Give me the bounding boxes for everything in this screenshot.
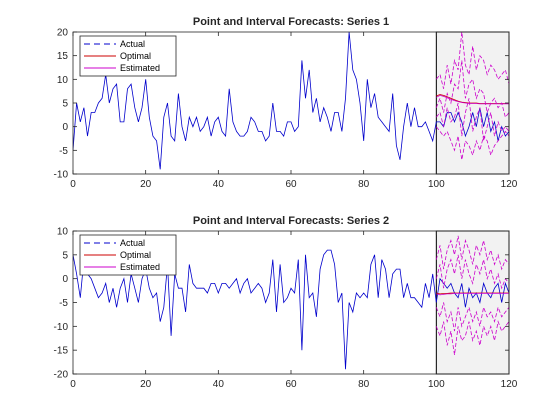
- x-tick-label: 60: [285, 179, 297, 190]
- y-tick-label: -10: [54, 170, 69, 181]
- x-tick-label: 20: [140, 379, 152, 390]
- y-tick-label: 10: [57, 227, 69, 238]
- y-tick-label: -5: [59, 298, 68, 309]
- series-line-interval-6: [435, 320, 509, 355]
- y-tick-label: 10: [57, 75, 69, 86]
- y-tick-label: 5: [62, 250, 68, 261]
- y-tick-label: 15: [57, 51, 69, 62]
- x-tick-label: 0: [70, 379, 76, 390]
- subplot-1: 0 20 40 60 80 100 120 -10 -5 0 5 10 15 20 Point and In…: [54, 16, 518, 190]
- series-group: [73, 32, 509, 170]
- legend: Actual Optimal Estimated: [79, 234, 177, 276]
- y-tick-label: -10: [54, 322, 69, 333]
- legend: Actual Optimal Estimated: [79, 35, 177, 77]
- series-line-interval-5: [435, 302, 509, 332]
- y-tick-label: -15: [54, 346, 69, 357]
- forecast-region: [435, 230, 510, 375]
- x-tick-label: 20: [140, 179, 152, 190]
- y-tick-label: 5: [62, 99, 68, 110]
- y-tick-label: -5: [59, 146, 68, 157]
- legend-label-estimated: Estimated: [120, 63, 160, 73]
- x-tick-label: 80: [358, 179, 370, 190]
- x-tick-label: 40: [213, 379, 225, 390]
- x-tick-label: 80: [358, 379, 370, 390]
- series-line-interval-3: [435, 235, 509, 271]
- legend-box: [79, 35, 177, 77]
- y-tick-label: 0: [62, 122, 68, 133]
- subplot-2: 0 20 40 60 80 100 120 -20 -15 -10 -5 0 5 10 Point and …: [54, 215, 518, 390]
- x-tick-label: 100: [428, 379, 445, 390]
- legend-label-actual: Actual: [120, 39, 145, 49]
- x-tick-label: 40: [213, 179, 225, 190]
- legend-label-actual: Actual: [120, 238, 145, 248]
- x-tick-label: 120: [501, 379, 518, 390]
- legend-label-optimal: Optimal: [120, 51, 151, 61]
- series-line-estimated: [436, 292, 509, 296]
- chart-title: Point and Interval Forecasts: Series 2: [193, 215, 389, 227]
- series-line-interval-3: [435, 32, 509, 89]
- series-line-actual: [73, 32, 509, 170]
- x-tick-label: 100: [428, 179, 445, 190]
- legend-label-estimated: Estimated: [120, 262, 160, 272]
- y-tick-label: -20: [54, 370, 69, 381]
- x-tick-label: 0: [70, 179, 76, 190]
- y-tick-label: 20: [57, 28, 69, 39]
- x-tick-label: 120: [501, 179, 518, 190]
- y-tick-label: 0: [62, 274, 68, 285]
- legend-label-optimal: Optimal: [120, 250, 151, 260]
- x-tick-label: 60: [285, 379, 297, 390]
- series-line-interval-6: [435, 126, 509, 160]
- chart-title: Point and Interval Forecasts: Series 1: [193, 16, 389, 28]
- series-line-interval-4: [435, 254, 509, 290]
- series-line-interval-5: [435, 98, 509, 141]
